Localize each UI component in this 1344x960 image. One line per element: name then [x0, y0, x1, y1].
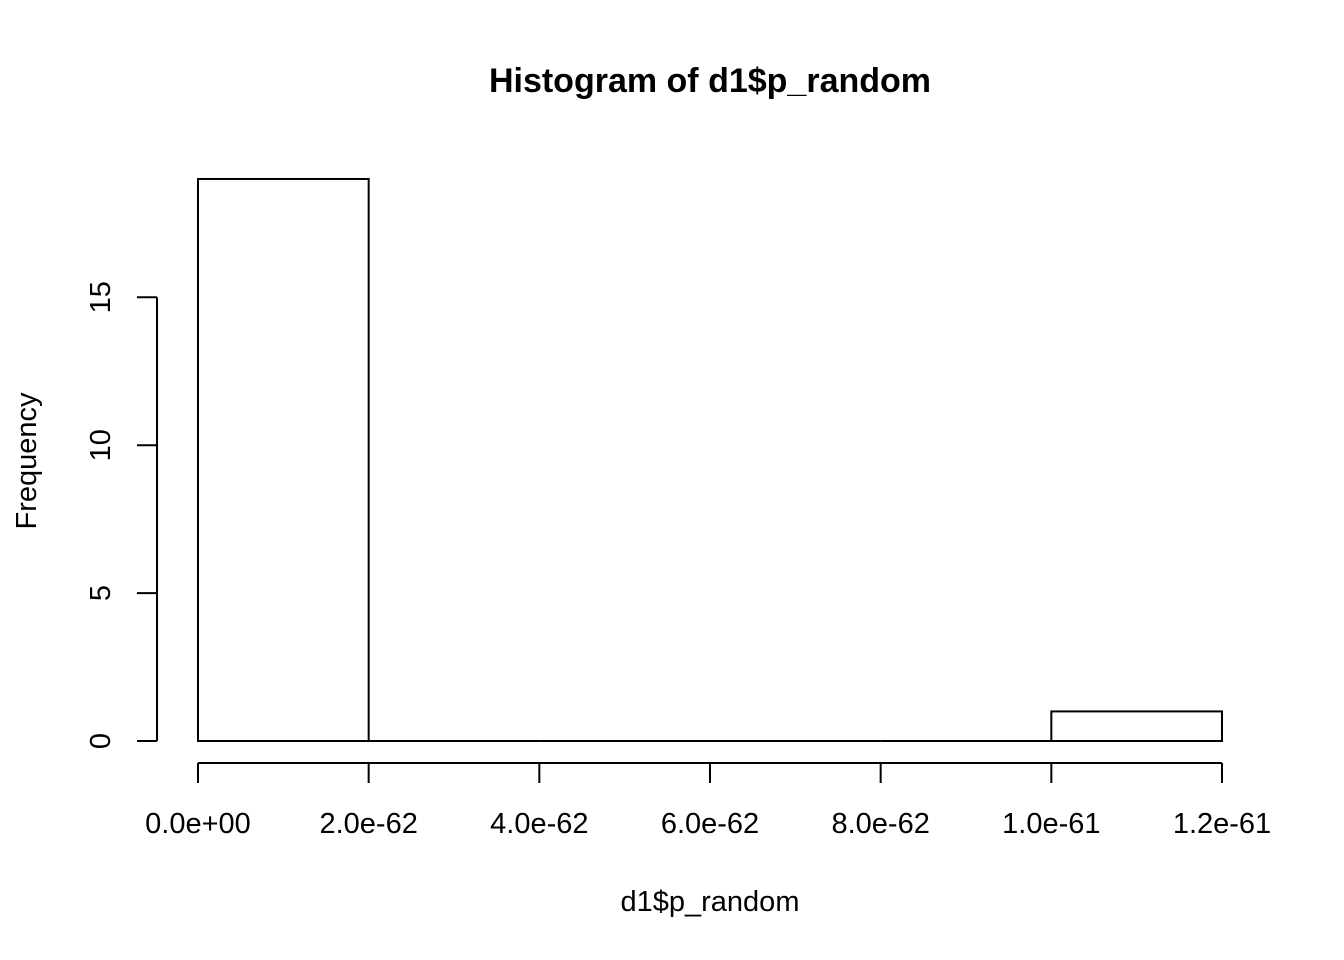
x-tick-label: 4.0e-62	[490, 808, 588, 840]
x-tick-label: 0.0e+00	[145, 808, 251, 840]
x-tick-label: 8.0e-62	[831, 808, 929, 840]
y-axis: 0 5 10 15	[85, 281, 158, 749]
y-axis-label: Frequency	[11, 392, 43, 530]
y-tick-label: 10	[85, 429, 117, 461]
x-axis-label: d1$p_random	[621, 886, 800, 918]
x-axis: 0.0e+00 2.0e-62 4.0e-62 6.0e-62 8.0e-62 1.0e-…	[145, 762, 1271, 840]
x-tick-label: 2.0e-62	[319, 808, 417, 840]
y-tick-label: 0	[85, 733, 117, 749]
x-tick-label: 1.2e-61	[1173, 808, 1271, 840]
x-tick-label: 1.0e-61	[1002, 808, 1100, 840]
y-tick-label: 15	[85, 281, 117, 313]
histogram-bar-5	[1050, 710, 1224, 742]
bars-group	[197, 177, 1224, 743]
x-tick-label: 6.0e-62	[661, 808, 759, 840]
chart-title: Histogram of d1$p_random	[489, 62, 931, 100]
histogram-bar-0	[197, 177, 370, 743]
y-tick-label: 5	[85, 585, 117, 601]
